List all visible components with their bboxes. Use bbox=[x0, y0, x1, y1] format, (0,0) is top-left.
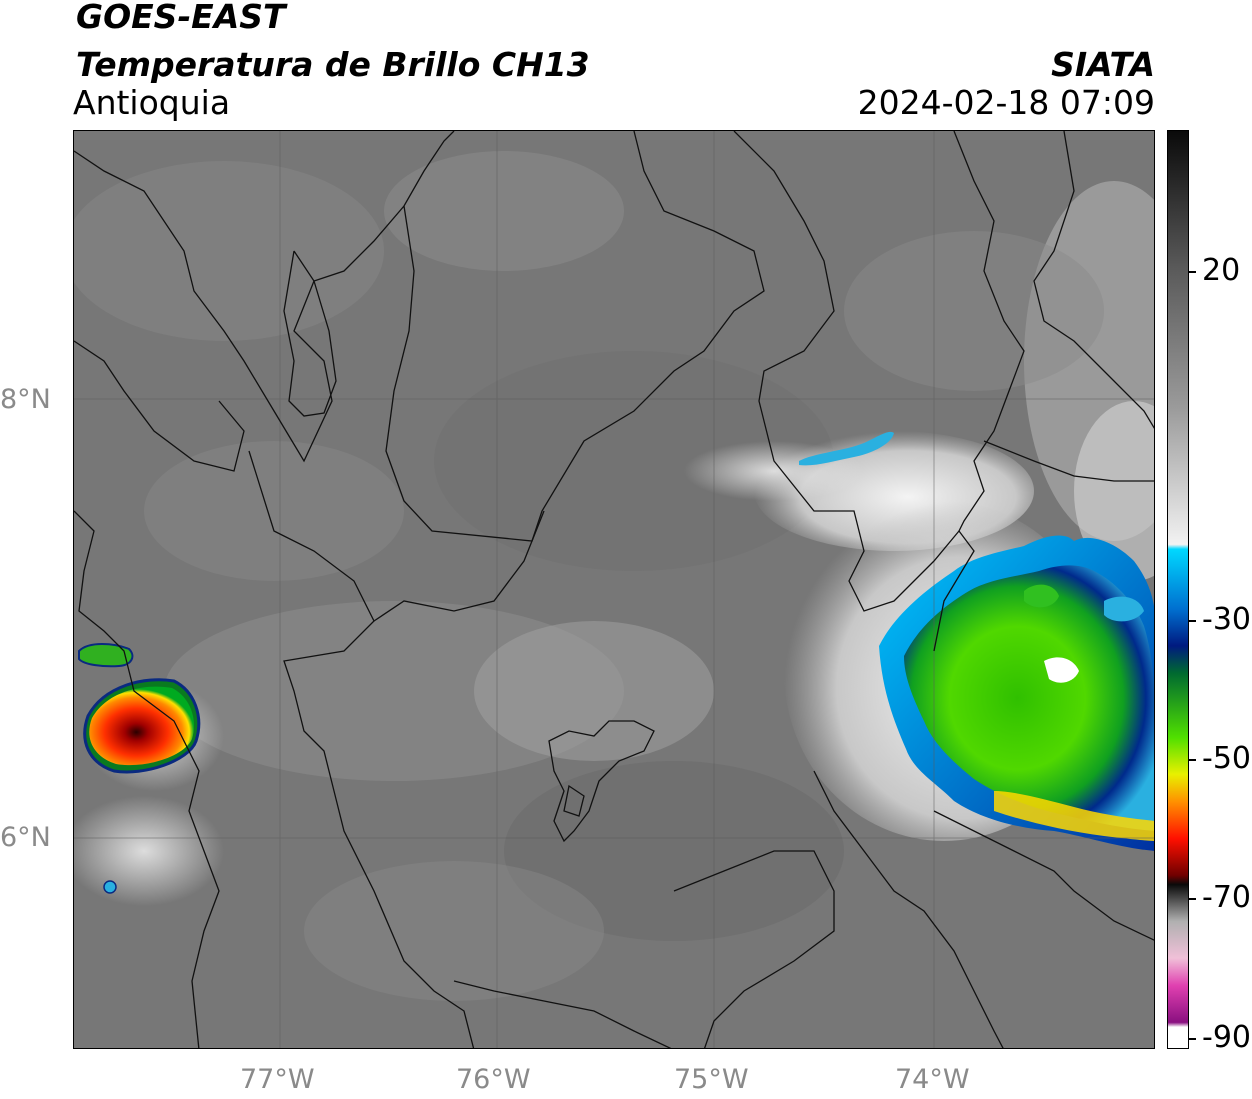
satellite-title: GOES-EAST bbox=[76, 0, 286, 36]
map-image bbox=[74, 131, 1154, 1048]
colorbar-scale bbox=[1168, 131, 1188, 1048]
datetime-label: 2024-02-18 07:09 bbox=[857, 83, 1155, 122]
colorbar-label-minus70: -70 bbox=[1202, 880, 1251, 915]
longitude-label-75w: 75°W bbox=[674, 1064, 749, 1095]
satellite-map bbox=[73, 130, 1155, 1049]
longitude-label-76w: 76°W bbox=[456, 1064, 531, 1095]
colorbar-label-minus50: -50 bbox=[1202, 741, 1251, 776]
longitude-label-77w: 77°W bbox=[240, 1064, 315, 1095]
longitude-label-74w: 74°W bbox=[895, 1064, 970, 1095]
colorbar-label-minus90: -90 bbox=[1202, 1020, 1251, 1055]
colorbar-label-20: 20 bbox=[1202, 253, 1241, 288]
colorbar-tick bbox=[1188, 1038, 1196, 1040]
region-label: Antioquia bbox=[73, 83, 231, 122]
colorbar-tick bbox=[1188, 271, 1196, 273]
colorbar-label-minus30: -30 bbox=[1202, 602, 1251, 637]
organization-label: SIATA bbox=[1051, 45, 1155, 84]
temperature-colorbar bbox=[1167, 130, 1189, 1049]
latitude-label-8n: 8°N bbox=[0, 384, 51, 415]
colorbar-tick bbox=[1188, 898, 1196, 900]
latitude-label-6n: 6°N bbox=[0, 822, 51, 853]
product-title: Temperatura de Brillo CH13 bbox=[76, 45, 590, 84]
colorbar-tick bbox=[1188, 620, 1196, 622]
colorbar-tick bbox=[1188, 759, 1196, 761]
